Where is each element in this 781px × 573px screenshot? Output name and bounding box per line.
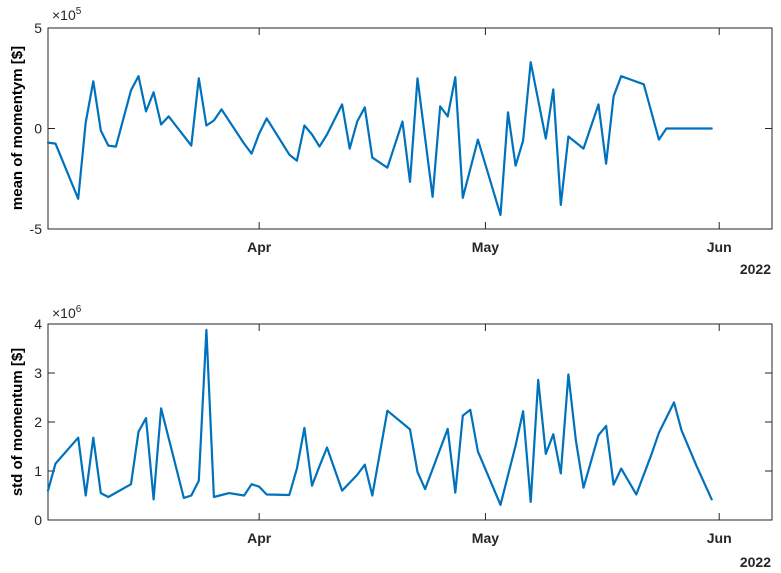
mean-y-axis-label: mean of momentym [$] (9, 46, 26, 210)
std-x-ticks: Apr May Jun (247, 324, 732, 546)
mean-x-tick-label: Jun (707, 239, 732, 255)
std-y-tick-label: 1 (34, 463, 42, 479)
std-series-line (46, 328, 713, 506)
std-x-tick-label: Apr (247, 530, 272, 546)
mean-series-line (46, 61, 713, 216)
std-plot-area (47, 323, 773, 521)
std-y-exponent: ×106 (52, 304, 82, 321)
mean-year-label: 2022 (740, 261, 771, 277)
mean-y-ticks: -5 0 5 (30, 20, 772, 237)
std-y-tick-label: 2 (34, 414, 42, 430)
mean-plot-area (47, 27, 773, 230)
mean-x-tick-label: May (472, 239, 499, 255)
mean-y-tick-label: -5 (30, 221, 43, 237)
std-x-tick-label: May (472, 530, 499, 546)
std-x-tick-label: Jun (707, 530, 732, 546)
std-y-axis-label: std of momentum [$] (9, 348, 26, 496)
mean-momentum-axes: -5 0 5 Apr May Jun ×105 mean of momentym [$]… (9, 6, 773, 277)
std-momentum-axes: 0 1 2 3 4 Apr May Jun ×106 std of momentum [$]… (9, 304, 773, 570)
std-y-tick-label: 3 (34, 365, 42, 381)
std-y-tick-label: 0 (34, 512, 42, 528)
mean-x-tick-label: Apr (247, 239, 272, 255)
mean-y-exponent: ×105 (52, 6, 82, 23)
mean-x-ticks: Apr May Jun (247, 28, 732, 255)
std-y-ticks: 0 1 2 3 4 (34, 316, 772, 528)
mean-y-tick-label: 5 (34, 20, 42, 36)
std-y-tick-label: 4 (34, 316, 42, 332)
std-year-label: 2022 (740, 554, 771, 570)
mean-y-tick-label: 0 (34, 121, 42, 137)
